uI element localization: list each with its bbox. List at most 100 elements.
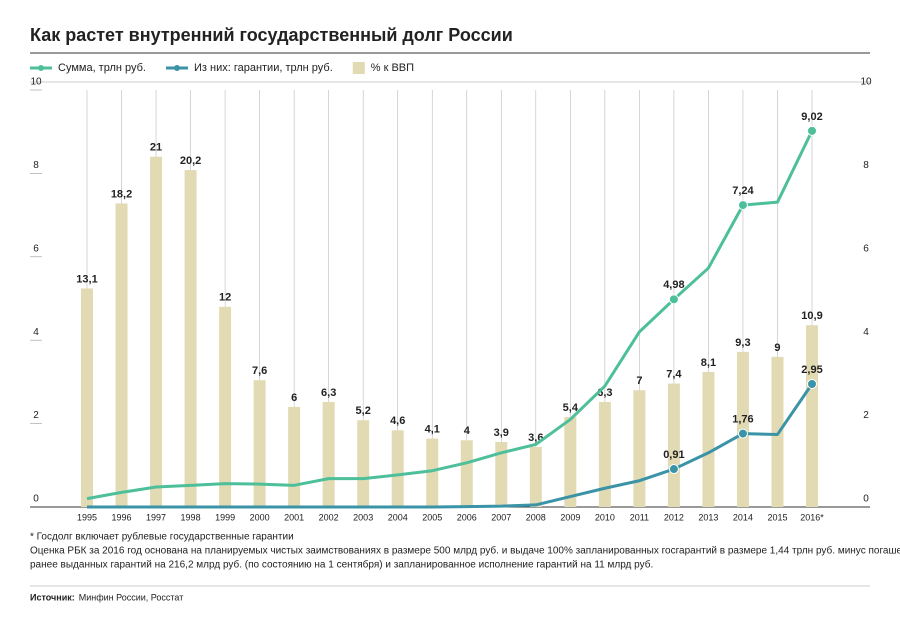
bar-label: 12 (219, 292, 231, 304)
y-tick-label: 2 (33, 410, 39, 421)
legend-label: % к ВВП (371, 62, 414, 74)
x-tick-label: 1995 (77, 512, 97, 522)
y2-tick-label: 4 (863, 327, 869, 338)
y-tick-label: 0 (33, 494, 39, 505)
x-tick-label: 1999 (215, 512, 235, 522)
bar-label: 18,2 (111, 188, 132, 200)
bar-label: 5,2 (356, 405, 371, 417)
point-label: 2,95 (801, 364, 822, 376)
bar-label: 7 (636, 375, 642, 387)
x-tick-label: 2007 (491, 512, 511, 522)
bar (253, 380, 266, 507)
x-tick-label: 2016* (800, 512, 824, 522)
x-tick-label: 2001 (284, 512, 304, 522)
line (86, 130, 814, 501)
chart-title: Как растет внутренний государственный до… (30, 25, 513, 45)
source: Минфин России, Росстат (79, 592, 184, 602)
bar (564, 416, 577, 507)
bar (806, 325, 818, 507)
legend-dot (173, 65, 180, 71)
point-label: 7,24 (732, 185, 754, 197)
x-tick-label: 2011 (630, 512, 649, 522)
x-tick-label: 2003 (353, 512, 373, 522)
line (87, 383, 814, 509)
bar-label: 20,2 (180, 155, 201, 167)
point (737, 200, 748, 211)
note: ранее выданных гарантий на 216,2 млрд ру… (30, 559, 653, 571)
bar-label: 10,9 (801, 310, 822, 322)
bar-label: 9 (774, 342, 780, 354)
bar (115, 203, 128, 507)
bar-label: 3,9 (494, 427, 509, 439)
bar-label: 7,4 (666, 368, 682, 380)
bar (667, 383, 680, 507)
bar-label: 6 (291, 392, 297, 404)
legend-label: Из них: гарантии, трлн руб. (194, 62, 333, 74)
bar-label: 4,6 (390, 415, 405, 427)
x-tick-label: 2005 (422, 512, 442, 522)
x-tick-label: 1997 (146, 512, 166, 522)
x-tick-label: 1996 (112, 512, 132, 522)
bar (460, 440, 473, 507)
note: * Госдолг включает рублевые государствен… (30, 531, 294, 543)
x-tick-label: 2012 (664, 512, 684, 522)
x-tick-label: 2009 (560, 512, 580, 522)
point (668, 294, 679, 305)
bar-label: 13,1 (76, 273, 97, 285)
legend-dot (38, 65, 44, 71)
bar-label: 7,6 (252, 365, 267, 377)
bar (598, 401, 611, 507)
bar (184, 170, 197, 507)
x-tick-label: 2000 (250, 512, 270, 522)
bar (391, 430, 404, 507)
y2-tick-label: 2 (863, 410, 869, 421)
x-tick-label: 2013 (698, 512, 718, 522)
point-label: 1,76 (732, 414, 753, 426)
y2-tick-label: 8 (863, 160, 869, 171)
bar-label: 5,4 (563, 402, 579, 414)
x-tick-label: 1998 (181, 512, 201, 522)
y-tick-label: 6 (33, 243, 39, 254)
bar (529, 446, 542, 507)
source-label: Источник: (30, 592, 75, 602)
bar (288, 406, 301, 507)
note: Оценка РБК за 2016 год основана на плани… (30, 545, 900, 557)
y-tick-label: 4 (33, 327, 39, 338)
point-label: 0,91 (663, 449, 684, 461)
bar (426, 438, 439, 507)
x-tick-label: 2015 (767, 512, 787, 522)
x-tick-label: 2008 (526, 512, 546, 522)
x-tick-label: 2014 (733, 512, 753, 522)
bar-label: 9,3 (735, 337, 750, 349)
y2-tick-label: 10 (860, 77, 872, 88)
bar-label: 4,1 (425, 424, 440, 436)
bar-label: 21 (150, 142, 162, 154)
point-label: 4,98 (663, 279, 684, 291)
legend-swatch (352, 62, 365, 74)
bar (81, 288, 93, 507)
y2-tick-label: 0 (863, 494, 869, 505)
bar-label: 4 (464, 425, 471, 437)
legend-label: Сумма, трлн руб. (58, 62, 146, 74)
x-tick-label: 2010 (595, 512, 615, 522)
x-tick-label: 2002 (319, 512, 339, 522)
bar (150, 156, 163, 507)
point (737, 428, 748, 439)
x-tick-label: 2004 (388, 512, 408, 522)
bar (702, 371, 715, 507)
point (807, 125, 817, 136)
point-label: 9,02 (801, 111, 822, 123)
bar (357, 420, 370, 507)
bar-label: 8,1 (701, 357, 716, 369)
bar (633, 390, 646, 507)
bar (219, 306, 232, 507)
y-tick-label: 8 (33, 160, 39, 171)
bar-label: 6,3 (321, 387, 336, 399)
y2-tick-label: 6 (863, 243, 869, 254)
point (807, 378, 817, 389)
x-tick-label: 2006 (457, 512, 477, 522)
bar (495, 441, 508, 507)
point (668, 464, 679, 475)
y-tick-label: 10 (30, 77, 42, 88)
